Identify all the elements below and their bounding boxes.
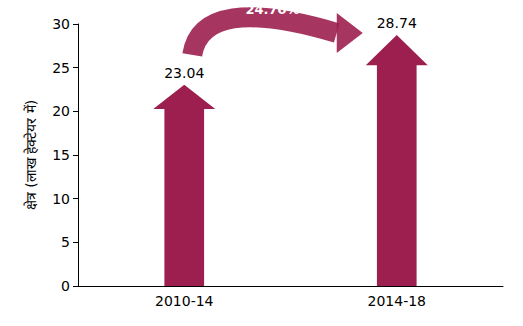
svg-text:10: 10 [52, 191, 70, 207]
svg-text:2010-14: 2010-14 [155, 293, 214, 309]
svg-text:30: 30 [52, 16, 70, 32]
svg-text:क्षेत्र (लाख हेक्टेयर में): क्षेत्र (लाख हेक्टेयर में) [23, 100, 39, 210]
svg-text:23.04: 23.04 [164, 65, 204, 81]
svg-text:28.74: 28.74 [377, 15, 417, 31]
svg-text:0: 0 [61, 278, 70, 294]
svg-text:24.70%: 24.70% [245, 2, 299, 17]
svg-text:2014-18: 2014-18 [368, 293, 427, 309]
svg-text:5: 5 [61, 234, 70, 250]
svg-text:25: 25 [52, 60, 70, 76]
svg-text:20: 20 [52, 103, 70, 119]
svg-text:15: 15 [52, 147, 70, 163]
